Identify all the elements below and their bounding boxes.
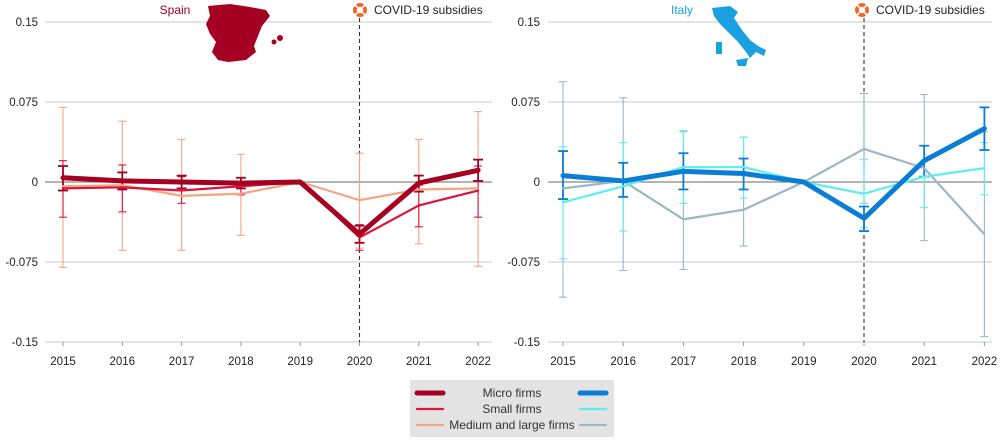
- lifebuoy-segment: [855, 5, 860, 15]
- spain-mainland: [206, 4, 270, 62]
- lifebuoy-segment: [362, 5, 367, 15]
- x-tick-label: 2015: [50, 356, 76, 368]
- italy-sardinia: [716, 42, 722, 54]
- y-tick-label: -0.075: [507, 257, 540, 269]
- x-tick-label: 2022: [465, 356, 491, 368]
- y-tick-label: 0: [534, 177, 540, 189]
- panel-title: Italy: [671, 3, 693, 17]
- lifebuoy-segment: [355, 3, 365, 8]
- series-line-micro-firms: [60, 167, 481, 237]
- y-tick-label: 0.075: [511, 97, 540, 109]
- x-tick-label: 2020: [347, 356, 373, 368]
- italy-map-icon: [712, 6, 766, 66]
- x-tick-label: 2017: [671, 356, 697, 368]
- lifebuoy-icon: [353, 3, 367, 17]
- x-tick-label: 2016: [610, 356, 636, 368]
- lifebuoy-segment: [857, 12, 867, 17]
- italy-sicily: [736, 58, 748, 66]
- panel-title: Spain: [160, 3, 191, 17]
- covid-annotation-label: COVID-19 subsidies: [876, 3, 985, 17]
- italy-panel: 0.15 0.075 0 -0.075 -0.15 2015 2016 2017 2018 201…: [507, 3, 997, 368]
- lifebuoy-segment: [864, 5, 869, 15]
- x-tick-label: 2022: [972, 356, 998, 368]
- legend: Micro firms Small firms Medium and large f…: [410, 380, 614, 437]
- x-tick-label: 2021: [406, 356, 432, 368]
- legend-label: Medium and large firms: [449, 418, 574, 432]
- lifebuoy-ring: [353, 3, 367, 17]
- y-tick-label: 0.15: [518, 17, 540, 29]
- spain-panel: 0.15 0.075 0 -0.075 -0.15 2015 2016 2017 2018 201…: [5, 3, 492, 368]
- legend-label: Small firms: [482, 402, 541, 416]
- lifebuoy-segment: [857, 3, 867, 8]
- x-tick-label: 2018: [731, 356, 757, 368]
- y-tick-label: 0.075: [9, 97, 38, 109]
- legend-label: Micro firms: [483, 386, 542, 400]
- y-tick-label: 0.15: [16, 17, 38, 29]
- lifebuoy-segment: [355, 12, 365, 17]
- spain-island: [271, 39, 277, 45]
- x-tick-label: 2021: [911, 356, 937, 368]
- series-line-medium-and-large-firms: [561, 147, 986, 236]
- italy-mainland: [712, 6, 766, 58]
- y-tick-label: -0.15: [514, 337, 540, 349]
- x-tick-label: 2015: [550, 356, 576, 368]
- lifebuoy-ring: [855, 3, 869, 17]
- y-tick-label: -0.15: [12, 337, 38, 349]
- x-tick-label: 2019: [287, 356, 313, 368]
- series-line-small-firms: [561, 165, 986, 204]
- covid-annotation-label: COVID-19 subsidies: [374, 3, 483, 17]
- y-tick-label: 0: [32, 177, 38, 189]
- lifebuoy-icon: [855, 3, 869, 17]
- x-tick-label: 2020: [851, 356, 877, 368]
- spain-map-icon: [206, 4, 283, 62]
- x-tick-label: 2016: [110, 356, 136, 368]
- x-tick-label: 2019: [791, 356, 817, 368]
- x-tick-label: 2018: [228, 356, 254, 368]
- x-tick-label: 2017: [169, 356, 195, 368]
- series-line-micro-firms: [560, 126, 987, 221]
- lifebuoy-segment: [353, 5, 358, 15]
- y-tick-label: -0.075: [5, 257, 38, 269]
- spain-island: [277, 35, 283, 41]
